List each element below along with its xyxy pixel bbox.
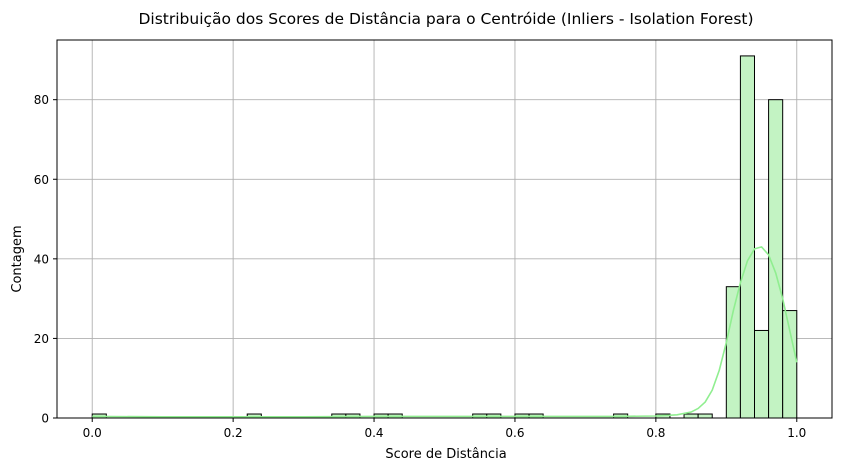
bars-layer <box>91 55 798 419</box>
histogram-bar <box>725 286 741 419</box>
histogram-bar <box>754 329 770 419</box>
histogram-bar <box>739 55 756 419</box>
y-axis-label: Contagem <box>10 225 25 292</box>
x-tick-label: 0.2 <box>224 426 243 440</box>
y-tick-label: 60 <box>34 173 49 187</box>
y-tick-label: 20 <box>34 332 49 346</box>
y-tick-label: 0 <box>41 412 49 426</box>
y-tick-label: 40 <box>34 252 49 266</box>
histogram-bar <box>697 413 713 419</box>
histogram-bar <box>782 310 798 419</box>
x-tick-label: 0.8 <box>646 426 665 440</box>
axes-layer <box>56 39 833 419</box>
x-tick-label: 0.0 <box>83 426 102 440</box>
histogram-bar <box>683 413 699 419</box>
x-tick-label: 0.6 <box>505 426 524 440</box>
x-tick-label: 0.4 <box>364 426 383 440</box>
y-tick-label: 80 <box>34 93 49 107</box>
grid-layer <box>57 40 832 419</box>
x-tick-label: 1.0 <box>787 426 806 440</box>
kde-layer <box>92 246 798 418</box>
chart-title: Distribuição dos Scores de Distância par… <box>138 10 753 28</box>
x-axis-label: Score de Distância <box>385 447 506 462</box>
plot-frame <box>56 39 833 419</box>
kde-curve <box>92 246 798 418</box>
ticks-layer: 0.0 0.2 0.4 0.6 0.8 1.0 0 20 40 60 80 <box>34 93 807 440</box>
